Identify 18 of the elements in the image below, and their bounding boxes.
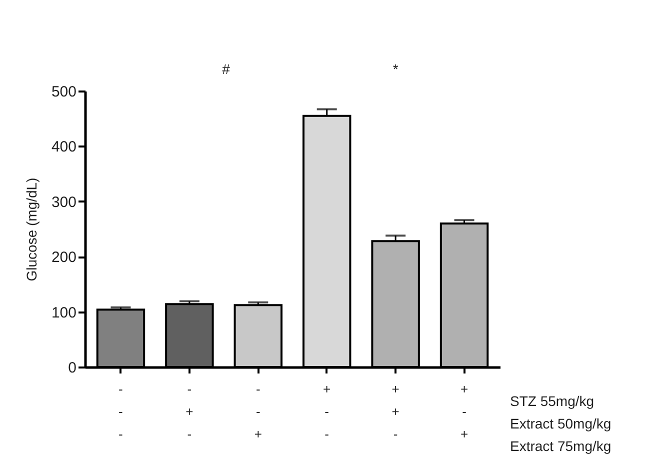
x-tick-label: - - + — [254, 382, 262, 442]
y-tick-label: 0 — [68, 360, 76, 376]
text: STZ 55mg/kg — [510, 393, 594, 409]
x-tick-label: - - - — [118, 382, 123, 442]
x-tick-label: - + - — [186, 382, 194, 442]
y-tick-label: 400 — [51, 138, 76, 156]
text: * — [392, 61, 399, 77]
x-tick-label: + - + — [460, 382, 468, 442]
y-tick-label: 100 — [51, 304, 76, 322]
text: # — [222, 61, 230, 77]
x-tick-label: + + - — [392, 382, 400, 442]
y-axis-title: Glucose (mg/dL) — [23, 178, 40, 282]
text: Extract 50mg/kg — [510, 416, 612, 432]
y-tick-label: 500 — [51, 84, 76, 100]
y-tick-label: 200 — [51, 249, 76, 266]
text: Extract 75mg/kg — [510, 438, 612, 454]
y-tick-label: 300 — [51, 194, 76, 211]
x-tick-label: + - - — [323, 382, 331, 442]
